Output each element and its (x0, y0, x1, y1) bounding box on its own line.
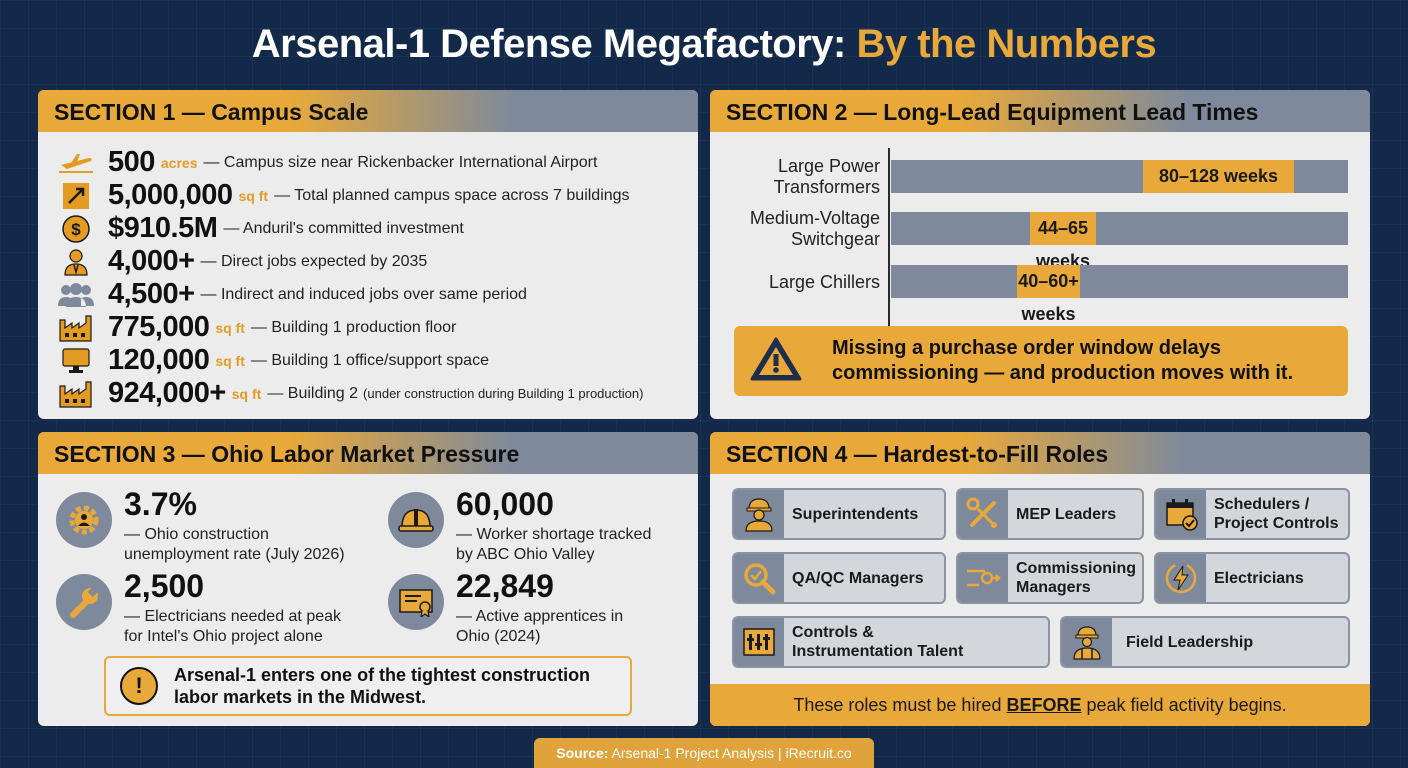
section1-heading: SECTION 1 — Campus Scale (38, 90, 698, 132)
bar-label-transformers: Large Power Transformers (773, 156, 880, 197)
factory-icon (56, 379, 96, 409)
bar-track-chillers: 40–60+ weeks (891, 265, 1348, 324)
role-qaqc-managers: QA/QC Managers (732, 552, 946, 604)
exclamation-icon: ! (120, 667, 158, 705)
bar-label-chillers: Large Chillers (768, 272, 880, 292)
monitor-icon (56, 346, 96, 376)
magnifier-check-icon (734, 554, 784, 602)
title-accent: By the Numbers (856, 22, 1157, 66)
section-campus-scale: SECTION 1 — Campus Scale 500 acres — Cam… (38, 90, 698, 419)
lightning-icon (1156, 554, 1206, 602)
role-electricians: Electricians (1154, 552, 1350, 604)
hard-hat-icon (388, 492, 444, 548)
role-mep-leaders: MEP Leaders (956, 488, 1144, 540)
tools-icon (958, 490, 1008, 538)
section4-heading: SECTION 4 — Hardest-to-Fill Roles (710, 432, 1370, 474)
purchase-order-warning: Missing a purchase order window delays c… (734, 326, 1348, 396)
bar-track-switchgear: 44–65 weeks (891, 212, 1348, 271)
stat-row-acres: 500 acres — Campus size near Rickenbacke… (56, 146, 597, 179)
role-field-leadership: Field Leadership (1060, 616, 1350, 668)
bar-fill-switchgear: 44–65 weeks (1030, 212, 1096, 271)
role-schedulers: Schedulers / Project Controls (1154, 488, 1350, 540)
role-commissioning-managers: Commissioning Managers (956, 552, 1144, 604)
superintendent-icon (734, 490, 784, 538)
section-lead-times: SECTION 2 — Long-Lead Equipment Lead Tim… (710, 90, 1370, 419)
labor-market-note: ! Arsenal-1 enters one of the tightest c… (104, 656, 632, 716)
stat-row-building2: 924,000+ sq ft — Building 2 (under const… (56, 377, 643, 410)
bar-fill-chillers: 40–60+ weeks (1017, 265, 1080, 324)
svg-text:$: $ (71, 220, 81, 239)
role-superintendents: Superintendents (732, 488, 946, 540)
airplane-icon (56, 148, 96, 178)
warning-line1: Missing a purchase order window delays (832, 337, 1221, 359)
factory-icon (56, 313, 96, 343)
stat-row-office-space: 120,000 sq ft — Building 1 office/suppor… (56, 344, 489, 377)
stat-row-production-floor: 775,000 sq ft — Building 1 production fl… (56, 311, 456, 344)
section-labor-market: SECTION 3 — Ohio Labor Market Pressure 3… (38, 432, 698, 726)
title-main: Arsenal-1 Defense Megafactory: (251, 22, 847, 66)
page-title: Arsenal-1 Defense Megafactory: By the Nu… (0, 22, 1408, 67)
warning-triangle-icon (750, 336, 810, 387)
warning-line2: commissioning — and production moves wit… (832, 362, 1294, 384)
stat-row-campus-space: 5,000,000 sq ft — Total planned campus s… (56, 179, 630, 212)
note-line2: labor markets in the Midwest. (174, 687, 427, 707)
calendar-check-icon (1156, 490, 1206, 538)
roles-footer: These roles must be hired BEFORE peak fi… (710, 684, 1370, 726)
bar-label-switchgear: Medium-Voltage Switchgear (749, 208, 880, 249)
control-panel-icon (734, 618, 784, 666)
stat-row-indirect-jobs: 4,500+ — Indirect and induced jobs over … (56, 278, 527, 311)
bar-track-transformers: 80–128 weeks (891, 160, 1348, 193)
dollar-coin-icon: $ (56, 214, 96, 244)
chart-axis (888, 148, 890, 330)
gear-person-icon (56, 492, 112, 548)
field-leader-icon (1062, 618, 1112, 666)
bar-fill-transformers: 80–128 weeks (1143, 160, 1294, 193)
wrench-icon (56, 574, 112, 630)
stat-row-investment: $ $910.5M — Anduril's committed investme… (56, 212, 464, 245)
stat-row-direct-jobs: 4,000+ — Direct jobs expected by 2035 (56, 245, 427, 278)
switch-flow-icon (958, 554, 1008, 602)
role-controls-instrumentation: Controls & Instrumentation Talent (732, 616, 1050, 668)
section2-heading: SECTION 2 — Long-Lead Equipment Lead Tim… (710, 90, 1370, 132)
worker-icon (56, 247, 96, 277)
expand-arrows-icon (56, 181, 96, 211)
group-icon (56, 280, 96, 310)
note-line1: Arsenal-1 enters one of the tightest con… (174, 665, 591, 685)
section3-heading: SECTION 3 — Ohio Labor Market Pressure (38, 432, 698, 474)
section-hardest-roles: SECTION 4 — Hardest-to-Fill Roles Superi… (710, 432, 1370, 726)
source-credit: Source: Arsenal-1 Project Analysis | iRe… (534, 738, 874, 768)
certificate-icon (388, 574, 444, 630)
